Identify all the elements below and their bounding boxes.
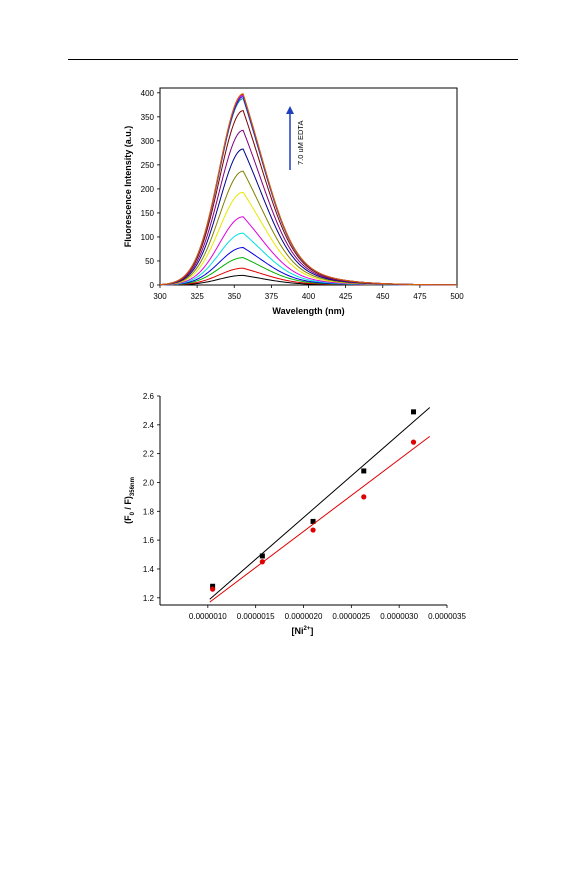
y-tick-label: 200 xyxy=(141,185,155,194)
data-point-square xyxy=(411,409,417,415)
y-axis-label: (F0 / F)356nm xyxy=(123,477,136,524)
data-point-square xyxy=(361,468,367,474)
x-tick-label: 350 xyxy=(228,292,242,301)
y-tick-label: 1.8 xyxy=(143,507,155,516)
x-tick-label: 0.0000020 xyxy=(285,612,323,621)
data-point-circle xyxy=(310,527,316,533)
data-point-circle xyxy=(361,494,367,500)
y-tick-label: 100 xyxy=(141,233,155,242)
edta-arrow-head xyxy=(286,106,294,114)
data-point-circle xyxy=(259,559,265,565)
x-tick-label: 475 xyxy=(413,292,427,301)
x-tick-label: 0.0000015 xyxy=(237,612,275,621)
y-tick-label: 400 xyxy=(141,89,155,98)
data-point-square xyxy=(259,553,265,559)
x-tick-label: 300 xyxy=(153,292,167,301)
y-tick-label: 150 xyxy=(141,209,155,218)
y-tick-label: 2.2 xyxy=(143,450,155,459)
spectrum-line xyxy=(159,97,457,286)
x-tick-label: 450 xyxy=(376,292,390,301)
y-tick-label: 350 xyxy=(141,113,155,122)
y-tick-label: 2.0 xyxy=(143,478,155,487)
y-tick-label: 1.2 xyxy=(143,594,155,603)
edta-annotation: 7.0 uM EDTA xyxy=(296,121,305,165)
x-axis-label: [Ni2+] xyxy=(292,626,314,636)
spectrum-line xyxy=(159,148,457,286)
x-tick-label: 325 xyxy=(190,292,204,301)
y-tick-label: 50 xyxy=(145,257,154,266)
x-tick-label: 0.0000030 xyxy=(380,612,418,621)
spectrum-line xyxy=(159,96,458,286)
x-tick-label: 375 xyxy=(265,292,279,301)
spectrum-line xyxy=(159,109,457,286)
x-tick-label: 0.0000010 xyxy=(189,612,227,621)
y-tick-label: 300 xyxy=(141,137,155,146)
y-tick-label: 1.6 xyxy=(143,536,155,545)
x-tick-label: 500 xyxy=(450,292,464,301)
x-tick-label: 0.0000025 xyxy=(332,612,370,621)
data-point-circle xyxy=(210,586,216,592)
x-tick-label: 425 xyxy=(339,292,353,301)
spectrum-line xyxy=(159,129,458,286)
header-rule xyxy=(68,59,518,60)
data-point-square xyxy=(310,518,316,524)
y-tick-label: 1.4 xyxy=(143,565,155,574)
data-point-circle xyxy=(410,439,417,445)
spectrum-line xyxy=(159,94,458,286)
y-tick-label: 250 xyxy=(141,161,155,170)
x-tick-label: 0.0000035 xyxy=(428,612,466,621)
x-tick-label: 400 xyxy=(302,292,316,301)
y-tick-label: 0 xyxy=(150,281,155,290)
y-tick-label: 2.6 xyxy=(143,392,155,401)
fit-line xyxy=(209,407,431,600)
y-tick-label: 2.4 xyxy=(143,421,155,430)
spectrum-line xyxy=(159,93,458,286)
y-axis-label: Fluorescence Intensity (a.u.) xyxy=(123,126,133,248)
spectrum-line xyxy=(159,93,458,286)
x-axis-label: Wavelength (nm) xyxy=(272,306,344,316)
data-point-square xyxy=(210,583,216,589)
fit-line xyxy=(209,435,431,603)
